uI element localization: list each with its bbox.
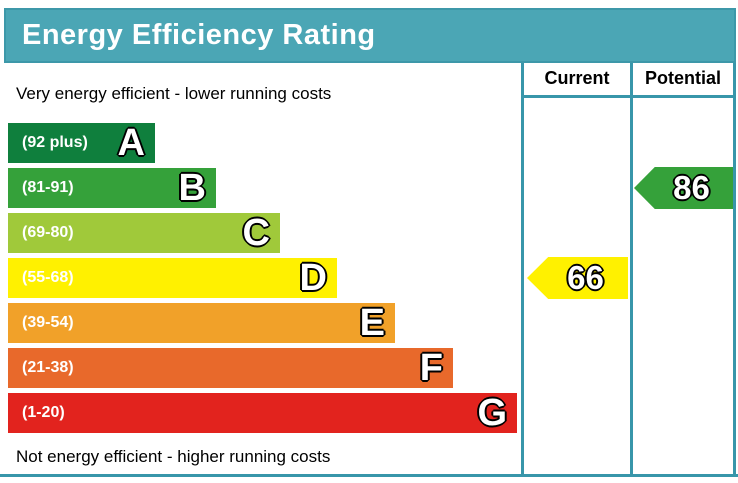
band-letter: C xyxy=(242,212,270,254)
band-row-g: (1-20) G xyxy=(8,393,517,433)
band-row-e: (39-54) E xyxy=(8,303,395,343)
current-rating-arrow: 66 xyxy=(527,257,628,299)
potential-column-header: Potential xyxy=(644,68,721,88)
table-border-left-of-current xyxy=(521,63,524,474)
band-range-label: (21-38) xyxy=(22,359,74,376)
band-row-a: (92 plus) A xyxy=(8,123,155,163)
band-range-label: (81-91) xyxy=(22,179,74,196)
bottom-note: Not energy efficient - higher running co… xyxy=(16,447,331,466)
band-range-label: (39-54) xyxy=(22,314,74,331)
table-border-right xyxy=(733,63,736,474)
band-letter: G xyxy=(477,392,507,434)
band-row-f: (21-38) F xyxy=(8,348,453,388)
title-bar: Energy Efficiency Rating xyxy=(4,8,736,63)
band-letter: E xyxy=(359,302,385,344)
top-note: Very energy efficient - lower running co… xyxy=(16,84,332,103)
band-row-b: (81-91) B xyxy=(8,168,216,208)
page-title: Energy Efficiency Rating xyxy=(22,19,376,51)
potential-rating-arrow: 86 xyxy=(634,167,733,209)
band-row-c: (69-80) C xyxy=(8,213,280,253)
band-letter: F xyxy=(419,347,443,389)
band-range-label: (92 plus) xyxy=(22,134,88,151)
table-header-underline xyxy=(521,95,736,98)
table-border-bottom xyxy=(0,474,738,477)
band-range-label: (55-68) xyxy=(22,269,74,286)
current-rating-value: 66 xyxy=(567,259,604,296)
table-border-left-of-potential xyxy=(630,63,633,474)
band-letter: B xyxy=(178,167,206,209)
potential-rating-value: 86 xyxy=(673,169,710,206)
band-letter: A xyxy=(117,122,145,164)
band-range-label: (1-20) xyxy=(22,404,65,421)
band-letter: D xyxy=(299,257,327,299)
band-range-label: (69-80) xyxy=(22,224,74,241)
band-row-d: (55-68) D xyxy=(8,258,337,298)
current-column-header: Current xyxy=(544,68,610,88)
